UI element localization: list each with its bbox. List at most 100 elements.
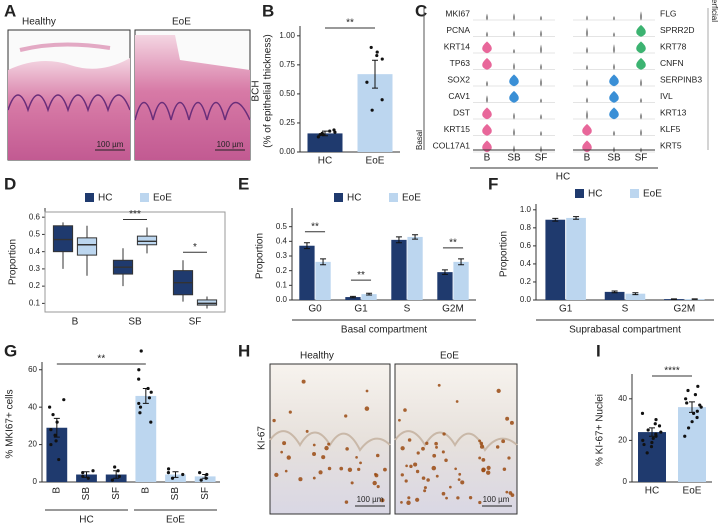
stained-nucleus [478,456,482,460]
gene-label: FLG [660,8,677,18]
violin-plot: MKI67 PCNA KRT14 TP63 SOX2 CAV1 DST KRT15 COL17A… [423,8,709,164]
data-point [649,445,654,449]
bar [135,395,157,482]
x-tick-label: EoE [683,486,702,497]
data-point [137,368,141,372]
stained-nucleus [288,410,292,414]
bar [625,293,646,300]
axis-label: Proportion [255,233,266,279]
data-point [696,384,700,388]
error-bar [632,292,639,296]
tissue-edge [269,430,391,452]
violin [485,95,489,103]
x-tick-label: SF [535,153,548,164]
error-bar [142,387,149,404]
data-point [659,430,663,434]
stained-nucleus [495,445,500,449]
violin [512,48,516,54]
gene-label: MKI67 [445,8,470,18]
violin [582,123,592,136]
violin [539,98,543,103]
bar [678,407,706,482]
y-tick-label: 0.4 [520,259,532,268]
stained-nucleus [481,457,486,462]
error-bar [689,401,695,413]
error-bar [372,59,378,89]
violin [585,64,589,70]
box [52,225,74,253]
image-title: Healthy [22,17,56,28]
panel-letter: I [596,341,601,360]
y-tick-label: 0.4 [276,236,288,245]
data-point [641,438,645,442]
panel-letter: G [4,341,17,360]
stained-nucleus [455,400,459,403]
y-tick-label: 0.25 [279,118,295,127]
error-bar [303,242,310,250]
violin [636,41,646,54]
sig-label: * [193,242,197,253]
data-point [316,135,320,139]
violin [585,109,589,120]
gene-label: KRT5 [660,140,682,150]
data-point [48,405,52,409]
x-tick-label: S [404,304,411,315]
error-bar [322,130,328,137]
stained-nucleus [347,467,353,472]
violin [539,30,543,37]
error-bar [691,298,698,300]
bar [315,261,331,300]
error-bar [670,298,677,300]
error-bar [611,290,618,294]
legend-swatch [85,193,94,202]
sig-label: ** [346,18,354,29]
stained-nucleus [344,414,348,418]
x-tick-label: B [72,317,79,328]
data-point [654,432,658,436]
axis-label: Proportion [499,231,510,277]
stained-nucleus [407,438,412,442]
x-tick-label: B [140,487,151,494]
stained-nucleus [502,467,507,471]
axis-label: Proportion [8,239,19,285]
gene-label: PCNA [446,25,470,35]
image-title: Healthy [300,351,334,362]
stained-nucleus [421,476,426,480]
data-point [113,465,117,469]
y-tick-label: 0.5 [276,222,288,231]
stained-nucleus [415,497,420,502]
bar [307,133,343,152]
stained-nucleus [505,490,509,494]
y-tick-label: 0.8 [520,223,532,232]
gene-label: KRT14 [444,41,471,51]
error-bar [649,427,655,437]
y-tick-label: 0.4 [29,247,41,256]
violin [509,74,519,87]
gene-label: SOX2 [447,74,470,84]
stained-nucleus [327,442,331,446]
stained-nucleus [318,470,323,475]
y-tick-label: 0.0 [276,295,288,304]
gene-label: KRT15 [444,124,471,134]
axis-label: KI-67 [257,426,268,450]
box [136,235,158,246]
data-point [149,390,153,394]
data-point [369,45,373,50]
legend-label: EoE [153,193,172,204]
data-point [695,409,699,413]
data-point [332,128,336,132]
stained-nucleus [374,473,379,478]
gene-label: KLF5 [660,124,681,134]
stained-nucleus [441,450,445,454]
y-tick-label: 0.5 [29,230,41,239]
y-tick-label: 0.0 [520,295,532,304]
error-bar [441,269,448,275]
scale-bar-label: 100 µm [483,495,510,504]
axis-label: BCH [251,80,262,101]
stained-nucleus [298,477,303,482]
bar [437,272,453,300]
violin [585,97,589,103]
stained-nucleus [400,473,404,477]
data-point [49,428,53,432]
axis-label: (% of epithelial thickness) [263,34,274,147]
